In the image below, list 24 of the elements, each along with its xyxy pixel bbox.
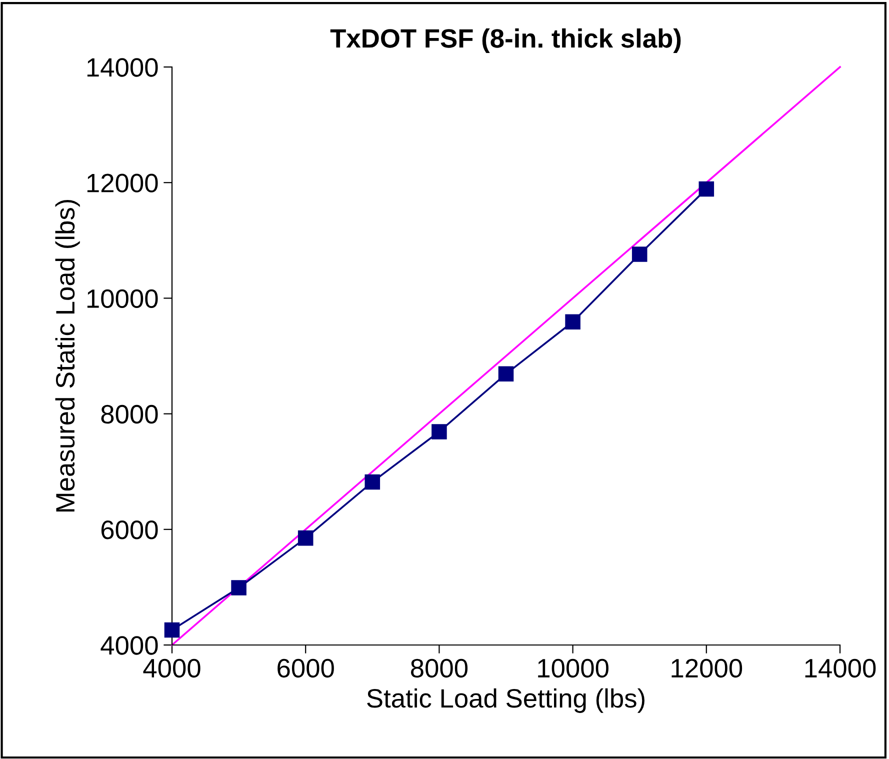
x-axis-title: Static Load Setting (lbs) [367, 688, 644, 713]
y-tick-label: 8000 [101, 404, 158, 424]
y-tick-label: 12000 [87, 174, 158, 192]
x-tick-label: 12000 [672, 658, 742, 678]
x-tick-label: 8000 [410, 658, 468, 678]
point [498, 366, 514, 382]
x-tick-label: 4000 [143, 658, 200, 678]
y-tick-label: 10000 [87, 289, 158, 308]
x-tick-label: 14000 [805, 658, 876, 678]
point [298, 530, 314, 546]
point [164, 622, 180, 638]
point [364, 474, 380, 490]
y-axis-title: Measured Static Load (lbs) [55, 200, 80, 512]
point [231, 580, 246, 596]
point [698, 181, 714, 197]
x-tick-label: 10000 [538, 658, 608, 678]
y-tick-label: 14000 [87, 58, 158, 77]
y-tick-label: 6000 [101, 520, 158, 540]
x-tick-label: 6000 [278, 658, 334, 678]
point [632, 246, 648, 262]
point [432, 424, 447, 440]
chart-title: TxDOT FSF (8-in. thick slab) [330, 28, 681, 54]
point [565, 314, 580, 330]
y-tick-label: 4000 [100, 636, 158, 655]
